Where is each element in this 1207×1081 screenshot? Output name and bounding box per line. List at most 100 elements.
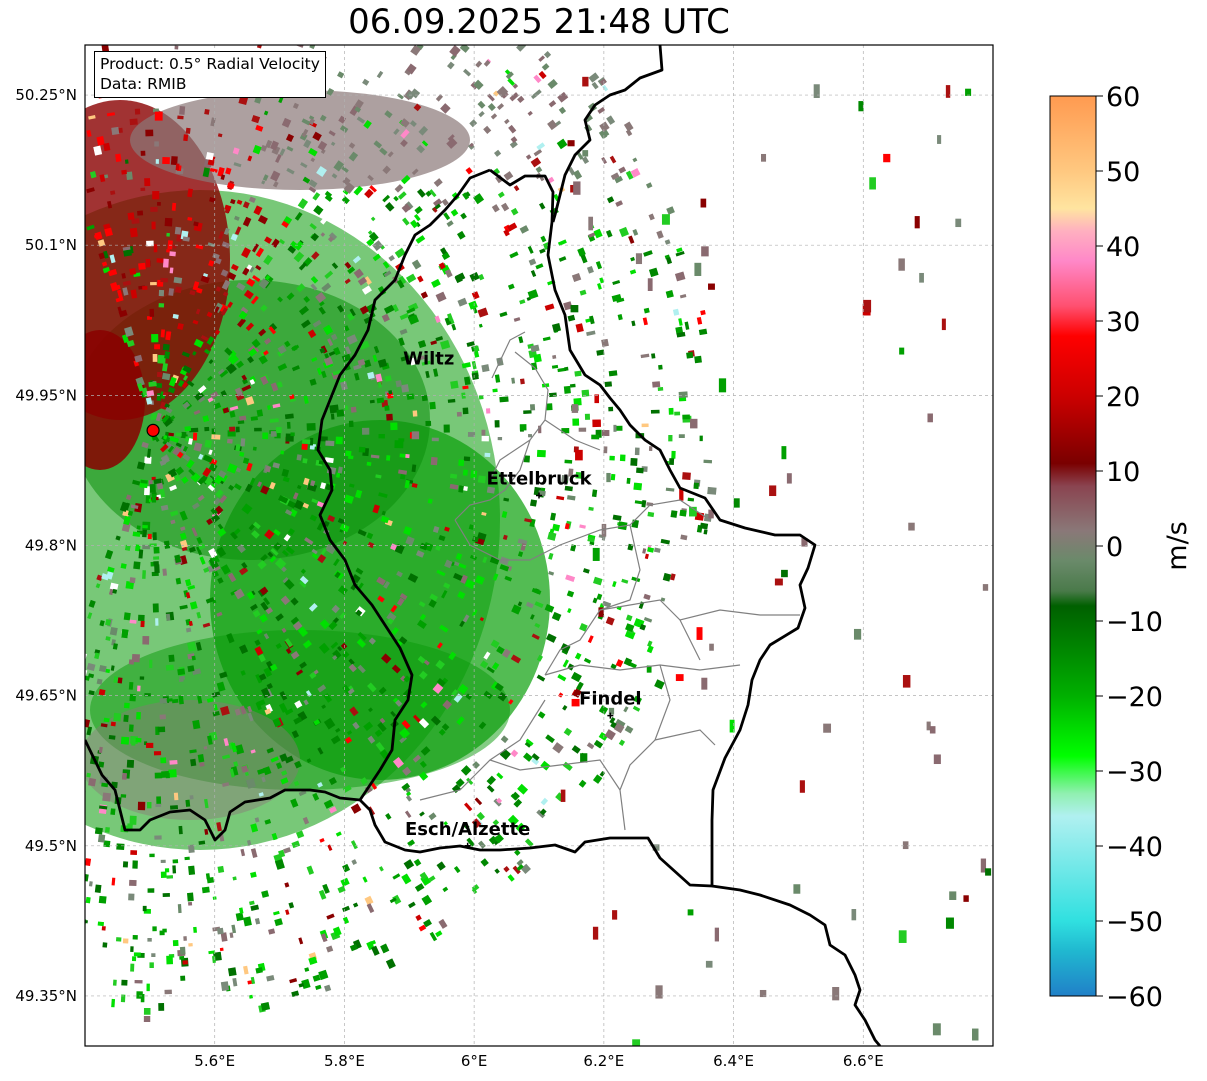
echo-speck — [319, 619, 330, 630]
echo-speck — [263, 110, 269, 116]
echo-speck — [224, 347, 233, 356]
echo-speck — [260, 1001, 271, 1011]
echo-speck — [255, 264, 262, 271]
echo-speck — [415, 550, 425, 558]
echo-speck — [378, 866, 384, 872]
echo-speck — [398, 636, 408, 645]
echo-speck — [129, 577, 136, 584]
echo-speck — [146, 316, 153, 320]
echo-speck — [121, 979, 128, 986]
colorbar-tick-label: −30 — [1106, 757, 1163, 788]
echo-speck — [394, 184, 404, 193]
echo-speck — [109, 254, 116, 264]
echo-speck — [393, 195, 399, 202]
echo-speck — [557, 367, 567, 373]
echo-speck — [415, 235, 426, 244]
echo-speck — [599, 277, 604, 284]
echo-speck — [483, 125, 492, 134]
echo-speck — [363, 276, 372, 286]
echo-speck — [169, 251, 176, 257]
echo-speck — [278, 495, 289, 504]
echo-speck — [615, 659, 624, 668]
echo-speck — [631, 320, 636, 327]
echo-speck — [593, 576, 603, 586]
echo-speck — [87, 612, 93, 620]
echo-speck — [317, 782, 323, 788]
echo-speck — [345, 450, 352, 457]
echo-speck — [229, 932, 234, 939]
echo-speck — [206, 311, 213, 318]
echo-speck — [129, 693, 137, 702]
echo-speck — [123, 515, 131, 526]
echo-speck — [312, 192, 321, 201]
echo-speck — [294, 499, 305, 510]
echo-speck — [315, 984, 322, 990]
echo-speck — [310, 232, 320, 242]
echo-speck — [216, 927, 224, 935]
echo-speck — [535, 263, 544, 270]
echo-speck — [411, 431, 420, 440]
echo-speck — [375, 474, 382, 479]
echo-speck — [441, 252, 451, 261]
echo-speck — [709, 643, 714, 651]
echo-speck — [612, 279, 621, 286]
echo-speck — [599, 121, 610, 132]
echo-speck — [207, 735, 213, 745]
echo-speck — [435, 291, 447, 303]
echo-speck — [201, 886, 210, 894]
echo-speck — [564, 485, 573, 492]
echo-speck — [98, 761, 105, 768]
echo-speck — [250, 823, 259, 833]
echo-speck — [331, 173, 338, 179]
echo-speck — [179, 675, 186, 681]
echo-speck — [535, 166, 543, 174]
echo-speck — [226, 633, 235, 644]
echo-speck — [135, 544, 141, 552]
echo-speck — [394, 543, 405, 555]
echo-speck — [270, 431, 277, 437]
echo-speck — [340, 642, 348, 650]
echo-speck — [241, 765, 249, 773]
echo-speck — [204, 476, 214, 486]
echo-speck — [211, 434, 221, 440]
echo-speck — [478, 110, 485, 118]
echo-speck — [162, 258, 169, 268]
echo-speck — [85, 669, 88, 677]
echo-speck — [103, 717, 110, 723]
echo-speck — [528, 258, 537, 266]
echo-speck — [699, 522, 709, 530]
echo-speck — [197, 695, 203, 704]
echo-speck — [230, 742, 238, 753]
echo-speck — [185, 592, 191, 599]
echo-speck — [410, 45, 422, 56]
echo-speck — [420, 746, 431, 756]
echo-speck — [648, 213, 655, 221]
echo-speck — [666, 206, 675, 215]
echo-speck — [152, 926, 157, 932]
echo-speck — [699, 435, 703, 442]
echo-speck — [333, 347, 341, 356]
echo-speck — [439, 57, 448, 67]
echo-speck — [985, 868, 992, 876]
echo-speck — [215, 286, 222, 292]
echo-speck — [733, 498, 740, 508]
echo-speck — [349, 308, 356, 317]
echo-speck — [376, 70, 384, 79]
echo-speck — [674, 411, 681, 416]
echo-speck — [169, 436, 180, 443]
echo-speck — [312, 792, 320, 801]
echo-speck — [144, 178, 151, 187]
echo-speck — [269, 481, 276, 490]
echo-speck — [646, 645, 654, 654]
echo-speck — [643, 616, 653, 623]
echo-speck — [125, 581, 135, 590]
echo-speck — [162, 156, 170, 165]
echo-speck — [586, 742, 595, 750]
echo-speck — [305, 690, 312, 697]
echo-speck — [324, 190, 333, 198]
echo-speck — [926, 721, 931, 731]
echo-speck — [128, 681, 134, 690]
echo-speck — [668, 407, 674, 415]
echo-speck — [188, 468, 196, 476]
